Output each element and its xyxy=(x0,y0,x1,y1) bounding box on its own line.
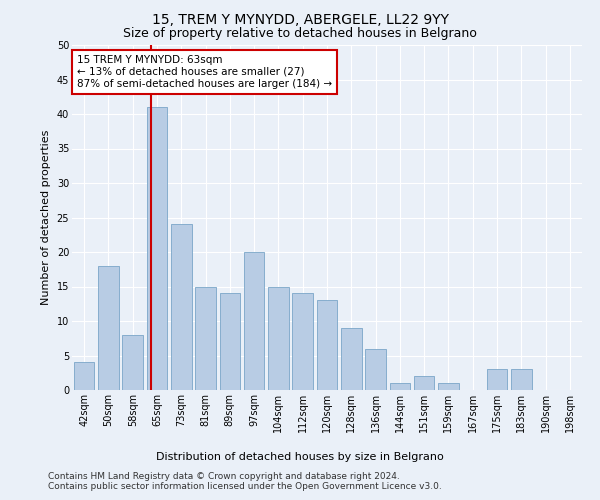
Bar xyxy=(438,383,459,390)
Y-axis label: Number of detached properties: Number of detached properties xyxy=(41,130,51,305)
Bar xyxy=(292,294,313,390)
Bar xyxy=(98,266,119,390)
Bar xyxy=(317,300,337,390)
Bar xyxy=(414,376,434,390)
Bar xyxy=(487,370,508,390)
Bar xyxy=(244,252,265,390)
Text: Distribution of detached houses by size in Belgrano: Distribution of detached houses by size … xyxy=(156,452,444,462)
Bar xyxy=(511,370,532,390)
Bar xyxy=(74,362,94,390)
Text: Size of property relative to detached houses in Belgrano: Size of property relative to detached ho… xyxy=(123,28,477,40)
Bar xyxy=(389,383,410,390)
Bar xyxy=(268,286,289,390)
Bar xyxy=(341,328,362,390)
Bar xyxy=(195,286,216,390)
Bar xyxy=(122,335,143,390)
Bar xyxy=(146,107,167,390)
Text: 15 TREM Y MYNYDD: 63sqm
← 13% of detached houses are smaller (27)
87% of semi-de: 15 TREM Y MYNYDD: 63sqm ← 13% of detache… xyxy=(77,56,332,88)
Bar xyxy=(365,348,386,390)
Text: Contains HM Land Registry data © Crown copyright and database right 2024.: Contains HM Land Registry data © Crown c… xyxy=(48,472,400,481)
Bar xyxy=(171,224,191,390)
Text: Contains public sector information licensed under the Open Government Licence v3: Contains public sector information licen… xyxy=(48,482,442,491)
Text: 15, TREM Y MYNYDD, ABERGELE, LL22 9YY: 15, TREM Y MYNYDD, ABERGELE, LL22 9YY xyxy=(151,12,449,26)
Bar xyxy=(220,294,240,390)
